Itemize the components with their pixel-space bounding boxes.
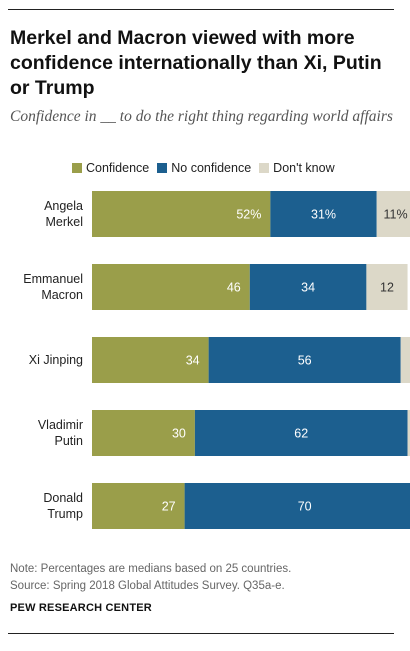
legend-swatch-dont-know <box>259 163 270 173</box>
category-label-line: Macron <box>41 288 83 302</box>
category-label: Vladimir Putin <box>38 418 83 448</box>
data-label-no-confidence: 34 <box>301 281 315 295</box>
data-label-no-confidence: 31% <box>311 208 336 222</box>
legend-item-no-confidence: No confidence <box>157 161 251 175</box>
legend-item-dont-know: Don't know <box>259 161 335 175</box>
bar-segment-no-confidence <box>270 191 377 237</box>
legend-label-no-confidence: No confidence <box>171 161 252 175</box>
category-label-line: Merkel <box>45 215 83 229</box>
legend: Confidence No confidence Don't know <box>72 160 343 176</box>
category-label-line: Vladimir <box>38 418 83 432</box>
bar-segment-confidence <box>92 483 185 529</box>
category-label: Angela Merkel <box>44 199 83 229</box>
legend-label-confidence: Confidence <box>86 161 150 175</box>
data-label-confidence: 34 <box>186 354 200 368</box>
bar-segment-dont-know <box>407 410 410 456</box>
bar-segment-confidence <box>92 410 195 456</box>
note-text: Note: Percentages are medians based on 2… <box>10 563 292 575</box>
chart-title: Merkel and Macron viewed with more confi… <box>10 27 382 99</box>
bar-segment-confidence <box>92 264 250 310</box>
chart-subtitle: Confidence in __ to do the right thing r… <box>10 108 393 125</box>
bar-segment-dont-know <box>376 191 410 237</box>
chart-note: Note: Percentages are medians based on 2… <box>10 561 400 595</box>
data-label-no-confidence: 56 <box>298 354 312 368</box>
category-label: Donald Trump <box>43 491 83 521</box>
top-rule <box>8 9 394 10</box>
category-label-line: Emmanuel <box>23 272 83 286</box>
bar-segment-confidence <box>92 337 209 383</box>
category-label-line: Xi Jinping <box>29 353 83 367</box>
legend-swatch-no-confidence <box>157 163 168 173</box>
legend-swatch-confidence <box>72 163 82 173</box>
bar-segment-no-confidence <box>208 337 401 383</box>
data-label-dont-know: 12 <box>380 281 394 295</box>
brand-label: PEW RESEARCH CENTER <box>10 602 152 614</box>
data-label-confidence: 52% <box>236 208 261 222</box>
bar-segment-no-confidence <box>184 483 410 529</box>
legend-label-dont-know: Don't know <box>273 161 335 175</box>
stacked-bar-chart: Angela Merkel 52% 31% 11% Emmanuel Macron 46 34 1… <box>23 191 410 529</box>
data-label-confidence: 30 <box>172 427 186 441</box>
category-label: Emmanuel Macron <box>23 272 83 302</box>
data-label-confidence: 46 <box>227 281 241 295</box>
category-label-line: Putin <box>55 434 84 448</box>
category-label-line: Trump <box>47 507 83 521</box>
category-label-line: Angela <box>44 199 83 213</box>
category-label: Xi Jinping <box>29 353 83 367</box>
bar-segment-confidence <box>92 191 271 237</box>
category-label-line: Donald <box>43 491 83 505</box>
bar-segment-no-confidence <box>249 264 367 310</box>
bar-segment-dont-know <box>400 337 410 383</box>
data-label-dont-know: 11% <box>384 208 408 222</box>
source-text: Source: Spring 2018 Global Attitudes Sur… <box>10 580 285 592</box>
legend-item-confidence: Confidence <box>72 161 149 175</box>
data-label-no-confidence: 70 <box>298 500 312 514</box>
data-label-no-confidence: 62 <box>294 427 308 441</box>
data-label-confidence: 27 <box>162 500 176 514</box>
bottom-rule <box>8 633 394 634</box>
bar-segment-dont-know <box>366 264 408 310</box>
bar-segment-no-confidence <box>194 410 408 456</box>
